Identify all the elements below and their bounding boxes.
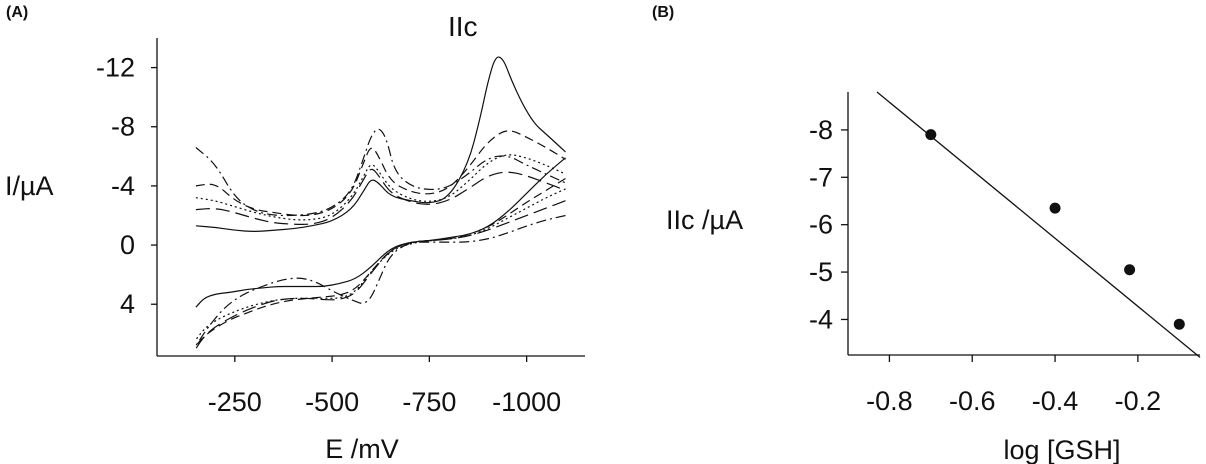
panel-b-x-tick-label: -0.2 bbox=[1115, 386, 1162, 416]
data-point bbox=[1124, 264, 1136, 276]
panel-b-y-axis-label: IIc /µA bbox=[666, 205, 743, 235]
panel-a-x-ticks: -250 -500 -750 -1000 bbox=[208, 356, 561, 417]
panel-b-points bbox=[925, 129, 1185, 330]
panel-a-y-tick-label: -8 bbox=[111, 112, 135, 142]
voltammogram-curve-9 bbox=[195, 214, 566, 346]
panel-a-y-tick-label: 4 bbox=[120, 289, 135, 319]
panel-a: (A) I/µA E /mV IIc -12 -8 -4 0 4 -250 -500 -75… bbox=[5, 4, 585, 464]
panel-a-y-tick-label: -4 bbox=[111, 171, 135, 201]
voltammogram-curve-8 bbox=[195, 188, 566, 341]
panel-b-x-ticks: -0.8 -0.6 -0.4 -0.2 bbox=[866, 355, 1161, 416]
panel-a-curves bbox=[195, 56, 566, 349]
regression-line bbox=[876, 91, 1201, 358]
panel-b-label: (B) bbox=[652, 4, 674, 21]
panel-a-x-axis-label: E /mV bbox=[325, 434, 399, 464]
voltammogram-curve-4 bbox=[195, 128, 566, 217]
panel-a-x-tick-label: -250 bbox=[208, 387, 262, 417]
panel-b-y-tick-label: -5 bbox=[809, 257, 833, 287]
iic-annotation: IIc bbox=[448, 11, 478, 42]
panel-a-y-tick-label: 0 bbox=[120, 230, 135, 260]
data-point bbox=[925, 129, 937, 141]
panel-b-y-tick-label: -7 bbox=[809, 162, 833, 192]
voltammogram-curve-7 bbox=[195, 177, 566, 346]
data-point bbox=[1049, 202, 1061, 214]
voltammogram-curve-3 bbox=[195, 154, 566, 221]
panel-a-y-axis-label: I/µA bbox=[5, 171, 54, 201]
panel-a-y-ticks: -12 -8 -4 0 4 bbox=[96, 53, 157, 319]
voltammogram-curve-6 bbox=[195, 157, 566, 308]
panel-b-y-tick-label: -6 bbox=[809, 210, 833, 240]
data-point bbox=[1173, 318, 1185, 330]
panel-a-x-tick-label: -500 bbox=[305, 387, 359, 417]
voltammogram-curve-10 bbox=[195, 200, 566, 349]
panel-a-x-tick-label: -1000 bbox=[492, 387, 561, 417]
panel-b-y-tick-label: -8 bbox=[809, 115, 833, 145]
panel-b-y-ticks: -8 -7 -6 -5 -4 bbox=[809, 115, 848, 334]
voltammogram-curve-1 bbox=[195, 56, 566, 232]
panel-a-label: (A) bbox=[6, 4, 28, 21]
panel-b-fit bbox=[876, 91, 1201, 358]
panel-a-y-tick-label: -12 bbox=[96, 53, 135, 83]
voltammogram-curve-2 bbox=[195, 130, 566, 217]
panel-b-x-axis-label: log [GSH] bbox=[1003, 435, 1120, 464]
voltammogram-curve-5 bbox=[195, 168, 566, 226]
panel-b-y-tick-label: -4 bbox=[809, 304, 833, 334]
panel-b-x-tick-label: -0.4 bbox=[1032, 386, 1079, 416]
panel-a-x-tick-label: -750 bbox=[402, 387, 456, 417]
panel-b: (B) IIc /µA log [GSH] -8-7-6-5-4 -0.8 -0.… bbox=[652, 4, 1201, 464]
panel-b-x-tick-label: -0.8 bbox=[866, 386, 913, 416]
panel-b-x-tick-label: -0.6 bbox=[949, 386, 996, 416]
